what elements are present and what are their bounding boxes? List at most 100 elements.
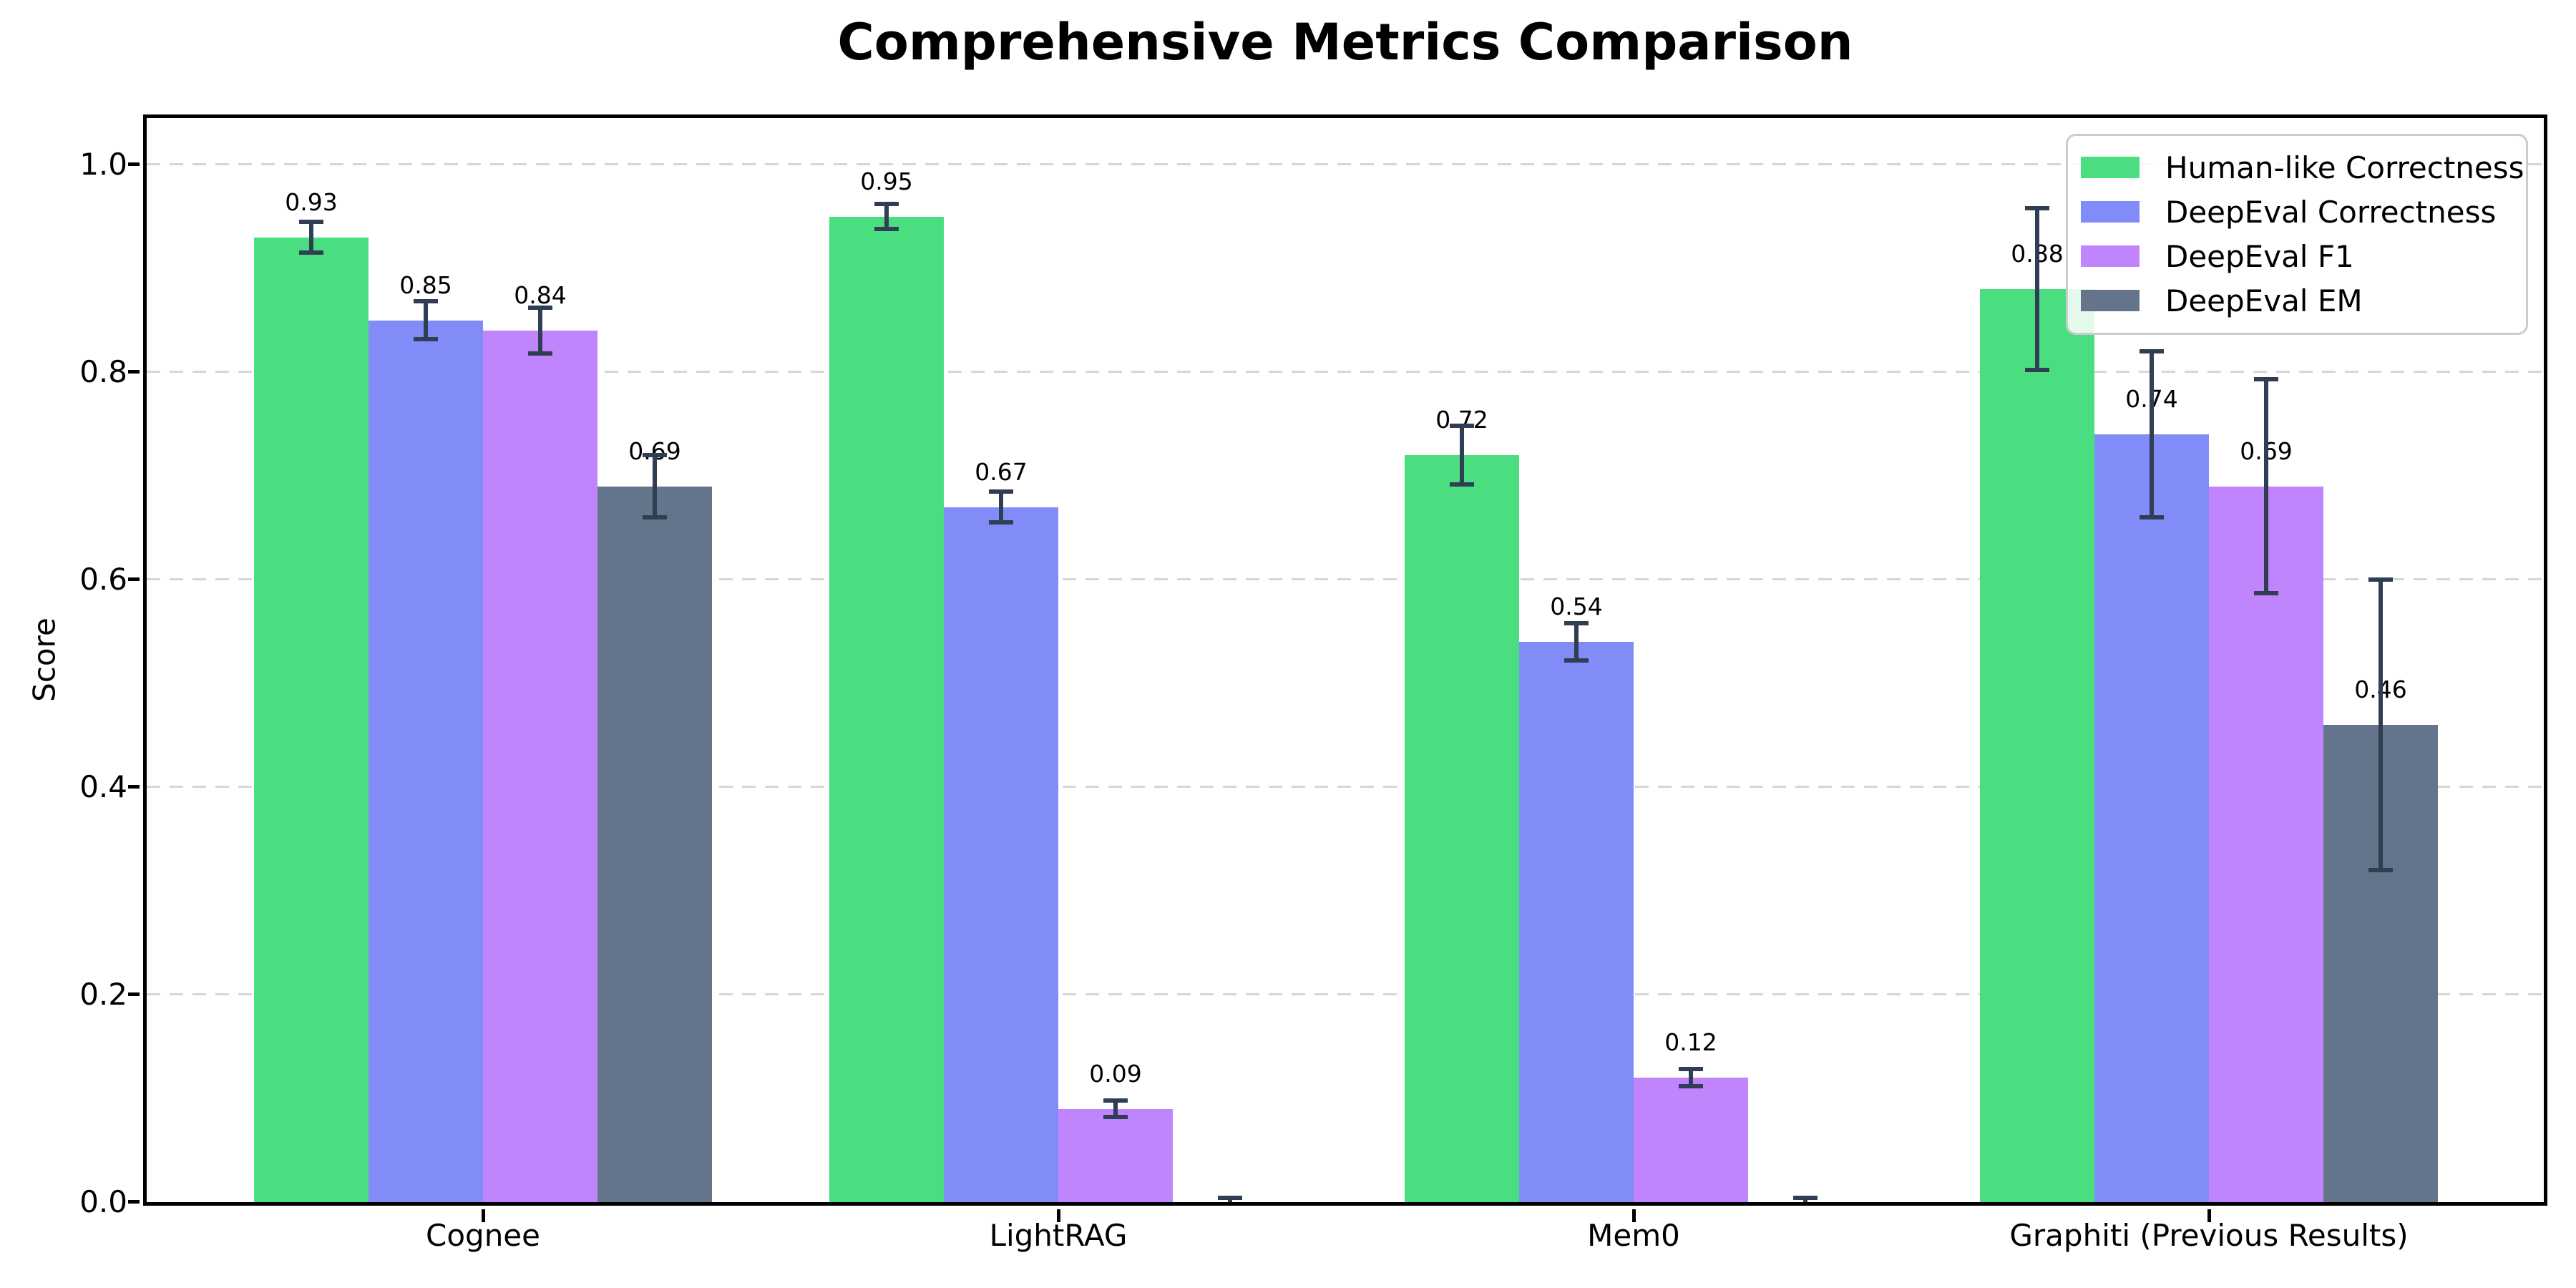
error-bar-top-cap-deepeval-correctness-graphiti-previous-results [2140,349,2164,353]
legend-item-deepeval-f1: DeepEval F1 [2081,234,2512,278]
error-bar-bottom-cap-human-like-correctness-mem0 [1450,482,1474,487]
error-bar-deepeval-correctness-graphiti-previous-results [2150,351,2154,517]
error-bar-bottom-cap-deepeval-em-graphiti-previous-results [2368,868,2393,872]
x-axis-label-cognee: Cognee [426,1218,540,1253]
error-bar-bottom-cap-deepeval-correctness-cognee [414,336,438,341]
legend-item-human-like-correctness: Human-like Correctness [2081,145,2524,190]
y-tick-label-0.2: 0.2 [79,977,127,1012]
legend-label-deepeval-f1: DeepEval F1 [2165,238,2354,274]
bar-deepeval-em-cognee [597,486,712,1202]
error-bar-top-cap-human-like-correctness-graphiti-previous-results [2025,205,2049,210]
error-bar-human-like-correctness-mem0 [1460,426,1464,484]
error-bar-bottom-cap-human-like-correctness-cognee [299,250,323,255]
legend-swatch-human-like-correctness [2081,157,2140,178]
error-bar-human-like-correctness-graphiti-previous-results [2035,208,2039,371]
error-bar-bottom-cap-human-like-correctness-lightrag [874,226,899,231]
bar-human-like-correctness-mem0 [1405,455,1519,1202]
gridline-1 [147,163,2544,165]
x-tick-mark-graphiti-previous-results [2207,1209,2211,1222]
x-tick-mark-cognee [482,1209,485,1222]
error-bar-deepeval-correctness-cognee [424,301,428,339]
y-tick-label-0.6: 0.6 [79,562,127,597]
value-label-deepeval-f1-lightrag: 0.09 [1089,1059,1142,1088]
error-bar-human-like-correctness-cognee [309,221,313,253]
error-bar-top-cap-deepeval-f1-graphiti-previous-results [2254,377,2278,382]
error-bar-top-cap-deepeval-em-mem0 [1793,1196,1818,1201]
error-bar-deepeval-f1-lightrag [1113,1100,1118,1118]
error-bar-bottom-cap-deepeval-em-cognee [643,515,667,519]
legend-swatch-deepeval-em [2081,290,2140,311]
error-bar-top-cap-deepeval-f1-mem0 [1679,1067,1703,1072]
legend-item-deepeval-em: DeepEval EM [2081,278,2512,323]
error-bar-deepeval-em-cognee [653,455,657,517]
error-bar-human-like-correctness-lightrag [884,204,889,229]
bar-deepeval-correctness-lightrag [944,507,1058,1202]
bar-deepeval-f1-mem0 [1634,1078,1748,1202]
y-axis-label: Score [26,618,62,702]
legend: Human-like Correctness DeepEval Correctne… [2066,134,2528,335]
value-label-deepeval-correctness-lightrag: 0.67 [975,457,1028,486]
y-tick-label-1: 1.0 [79,147,127,182]
y-tick-label-0.4: 0.4 [79,769,127,804]
bar-human-like-correctness-graphiti-previous-results [1980,289,2094,1202]
bar-deepeval-f1-graphiti-previous-results [2209,486,2323,1202]
value-label-deepeval-correctness-cognee: 0.85 [399,270,452,299]
x-tick-mark-mem0 [1632,1209,1636,1222]
value-label-deepeval-f1-cognee: 0.84 [514,281,567,309]
value-label-human-like-correctness-lightrag: 0.95 [860,167,913,195]
bar-human-like-correctness-lightrag [829,216,944,1202]
error-bar-bottom-cap-deepeval-f1-mem0 [1679,1083,1703,1088]
legend-swatch-deepeval-correctness [2081,201,2140,223]
error-bar-deepeval-correctness-mem0 [1574,623,1579,661]
x-axis-label-lightrag: LightRAG [989,1218,1128,1253]
error-bar-bottom-cap-deepeval-f1-graphiti-previous-results [2254,590,2278,595]
y-tick-mark-0.6 [128,577,140,581]
bar-deepeval-correctness-cognee [369,320,483,1202]
value-label-deepeval-f1-mem0: 0.12 [1664,1028,1717,1056]
x-axis-label-graphiti-previous-results: Graphiti (Previous Results) [2009,1218,2409,1253]
error-bar-deepeval-correctness-lightrag [999,491,1003,523]
error-bar-top-cap-deepeval-correctness-lightrag [989,489,1013,494]
error-bar-bottom-cap-human-like-correctness-graphiti-previous-results [2025,368,2049,373]
error-bar-bottom-cap-deepeval-f1-cognee [528,351,552,356]
error-bar-top-cap-deepeval-correctness-cognee [414,299,438,304]
bar-deepeval-f1-cognee [483,331,597,1202]
y-tick-mark-1 [128,162,140,166]
bar-deepeval-correctness-graphiti-previous-results [2094,434,2209,1202]
gridline-0.4 [147,786,2544,788]
error-bar-bottom-cap-deepeval-correctness-graphiti-previous-results [2140,515,2164,519]
error-bar-top-cap-deepeval-f1-lightrag [1103,1098,1128,1103]
y-tick-mark-0 [128,1200,140,1204]
error-bar-deepeval-em-graphiti-previous-results [2379,580,2383,870]
gridline-0.8 [147,371,2544,373]
y-tick-label-0.8: 0.8 [79,354,127,389]
error-bar-top-cap-deepeval-em-lightrag [1218,1196,1242,1201]
error-bar-top-cap-deepeval-f1-cognee [528,306,552,311]
error-bar-deepeval-f1-mem0 [1689,1069,1693,1086]
y-tick-mark-0.2 [128,992,140,996]
legend-swatch-deepeval-f1 [2081,245,2140,267]
legend-label-deepeval-em: DeepEval EM [2165,283,2363,318]
x-axis-label-mem0: Mem0 [1587,1218,1680,1253]
error-bar-deepeval-f1-graphiti-previous-results [2264,379,2268,593]
bar-deepeval-correctness-mem0 [1519,642,1634,1202]
error-bar-top-cap-deepeval-em-graphiti-previous-results [2368,577,2393,582]
value-label-human-like-correctness-cognee: 0.93 [285,187,338,216]
y-tick-label-0: 0.0 [79,1184,127,1219]
value-label-deepeval-correctness-mem0: 0.54 [1550,592,1603,620]
y-tick-mark-0.4 [128,785,140,789]
legend-item-deepeval-correctness: DeepEval Correctness [2081,190,2512,234]
y-tick-mark-0.8 [128,370,140,374]
error-bar-top-cap-human-like-correctness-lightrag [874,202,899,207]
bar-human-like-correctness-cognee [254,237,369,1202]
error-bar-bottom-cap-deepeval-f1-lightrag [1103,1115,1128,1120]
error-bar-top-cap-deepeval-correctness-mem0 [1564,620,1589,625]
error-bar-bottom-cap-deepeval-correctness-mem0 [1564,658,1589,663]
gridline-0.6 [147,578,2544,580]
error-bar-top-cap-human-like-correctness-cognee [299,219,323,224]
error-bar-top-cap-deepeval-em-cognee [643,453,667,457]
legend-label-deepeval-correctness: DeepEval Correctness [2165,194,2497,230]
bar-deepeval-f1-lightrag [1058,1108,1173,1202]
error-bar-deepeval-f1-cognee [538,308,542,353]
